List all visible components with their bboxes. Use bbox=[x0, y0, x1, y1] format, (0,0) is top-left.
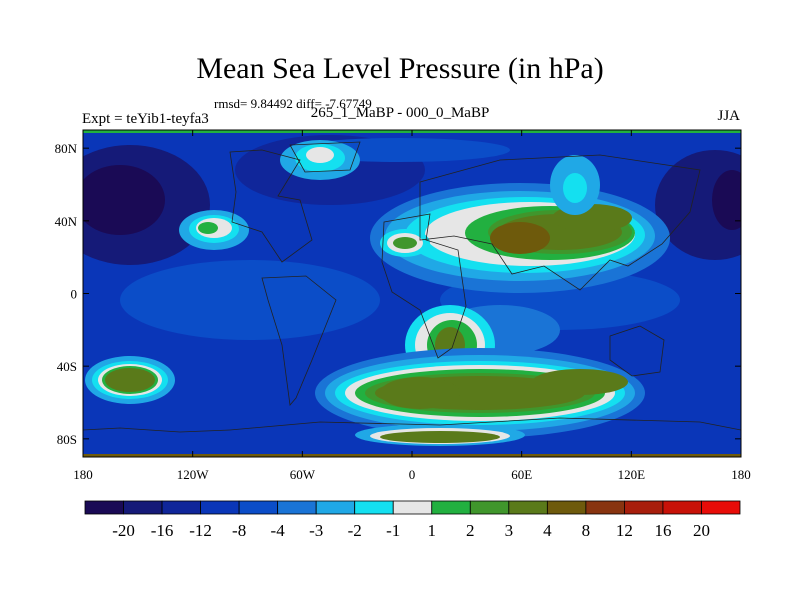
axes: 180 120W 60W 0 60E 120E 180 80N 40N 0 40S 80S bbox=[55, 130, 751, 482]
coastline-4 bbox=[609, 325, 665, 377]
season-label: JJA bbox=[717, 108, 740, 124]
colorbar-box-5 bbox=[277, 500, 317, 515]
colorbar-box-2 bbox=[161, 500, 201, 515]
field-contour-29 bbox=[393, 237, 417, 249]
colorbar-box-15 bbox=[662, 500, 702, 515]
colorbar-label-10: 3 bbox=[505, 521, 514, 540]
pressure-field bbox=[83, 130, 741, 457]
colorbar-box-10 bbox=[469, 500, 510, 515]
colorbar-label-12: 8 bbox=[582, 521, 591, 540]
colorbar-label-3: -8 bbox=[232, 521, 246, 540]
colorbar-box-12 bbox=[546, 500, 587, 515]
coastline-7 bbox=[83, 427, 231, 433]
coastline-0 bbox=[229, 149, 313, 263]
coastline-5 bbox=[289, 141, 361, 173]
field-contour-50 bbox=[105, 368, 155, 392]
colorbar-box-13 bbox=[585, 500, 625, 515]
colorbar-box-16 bbox=[701, 500, 741, 515]
x-tick-label-2: 60W bbox=[290, 467, 316, 482]
y-tick-label-4: 80S bbox=[57, 432, 77, 447]
colorbar-label-15: 20 bbox=[693, 521, 710, 540]
colorbar-box-11 bbox=[508, 500, 548, 515]
field-contour-5 bbox=[120, 260, 380, 340]
coastlines bbox=[83, 141, 741, 433]
x-tick-label-0: 180 bbox=[73, 467, 93, 482]
colorbar-box-3 bbox=[200, 500, 240, 515]
colorbar-label-11: 4 bbox=[543, 521, 552, 540]
colorbar-box-14 bbox=[624, 500, 664, 515]
x-tick-label-1: 120W bbox=[177, 467, 210, 482]
colorbar-box-4 bbox=[238, 500, 279, 515]
colorbar-label-4: -4 bbox=[271, 521, 286, 540]
x-tick-label-4: 60E bbox=[511, 467, 532, 482]
x-tick-label-5: 120E bbox=[618, 467, 646, 482]
coastline-3 bbox=[419, 154, 701, 291]
colorbar-label-14: 16 bbox=[654, 521, 671, 540]
field-contour-45 bbox=[380, 431, 500, 443]
y-tick-label-0: 80N bbox=[55, 141, 78, 156]
experiment-label: Expt = teYib1-teyfa3 bbox=[82, 111, 209, 127]
colorbar-label-8: 1 bbox=[428, 521, 437, 540]
colorbar-box-0 bbox=[84, 500, 124, 515]
field-contour-26 bbox=[563, 173, 587, 203]
chart-subtitle: 265_1_MaBP - 000_0_MaBP bbox=[310, 105, 490, 121]
coastline-6 bbox=[229, 417, 741, 431]
colorbar-box-1 bbox=[123, 500, 163, 515]
y-tick-label-1: 40N bbox=[55, 214, 78, 229]
field-contour-2 bbox=[83, 165, 165, 235]
coastline-2 bbox=[381, 213, 467, 359]
x-tick-label-6: 180 bbox=[731, 467, 751, 482]
colorbar-label-5: -3 bbox=[309, 521, 323, 540]
field-contour-42 bbox=[380, 377, 460, 409]
field-contour-3 bbox=[712, 170, 741, 230]
colorbar-label-9: 2 bbox=[466, 521, 475, 540]
colorbar-label-2: -12 bbox=[189, 521, 212, 540]
colorbar-label-13: 12 bbox=[616, 521, 633, 540]
stats-text: rmsd= 9.84492 diff= -7.67749 bbox=[214, 96, 372, 111]
colorbar-label-6: -2 bbox=[348, 521, 362, 540]
field-contour-41 bbox=[532, 369, 628, 395]
x-tick-label-3: 0 bbox=[409, 467, 416, 482]
field-contour-11 bbox=[306, 147, 334, 163]
colorbar-label-1: -16 bbox=[151, 521, 174, 540]
colorbar-label-0: -20 bbox=[112, 521, 135, 540]
colorbar-box-6 bbox=[315, 500, 356, 515]
colorbar-box-7 bbox=[354, 500, 394, 515]
colorbar-box-8 bbox=[392, 500, 433, 515]
field-contour-15 bbox=[198, 222, 218, 234]
coastline-1 bbox=[261, 275, 337, 406]
chart-title: Mean Sea Level Pressure (in hPa) bbox=[196, 52, 604, 85]
y-tick-label-3: 40S bbox=[57, 359, 77, 374]
colorbar-box-9 bbox=[431, 500, 471, 515]
colorbar-label-7: -1 bbox=[386, 521, 400, 540]
y-tick-label-2: 0 bbox=[71, 287, 78, 302]
colorbar: -20 -16 -12 -8 -4 -3 -2 -1 1 2 3 4 8 12 16 20 bbox=[84, 500, 741, 540]
field-contour-24 bbox=[490, 222, 550, 254]
